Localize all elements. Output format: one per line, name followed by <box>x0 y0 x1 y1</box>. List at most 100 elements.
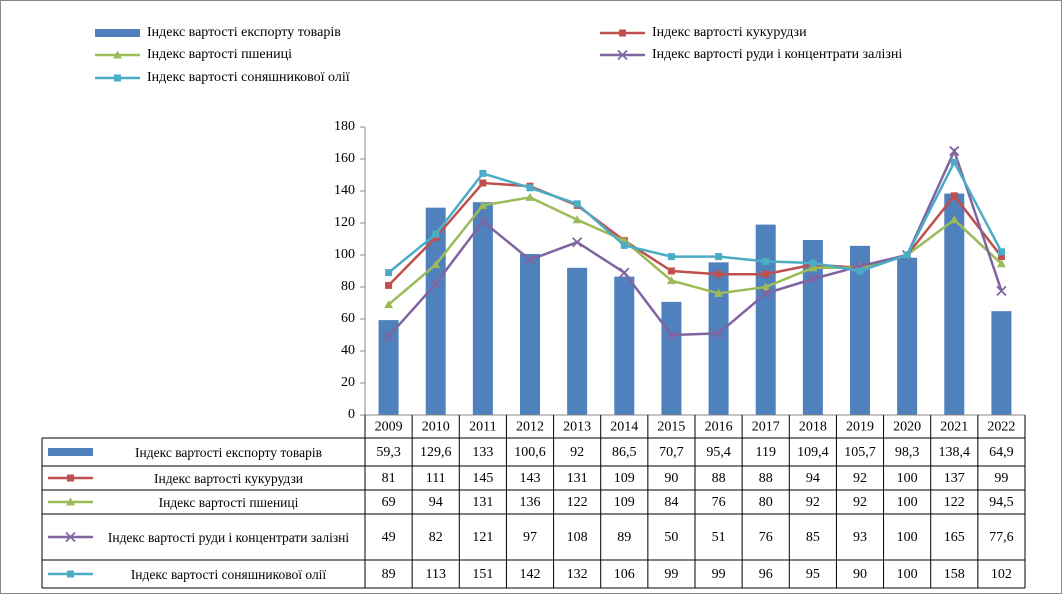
x-tick-label: 2013 <box>563 420 591 435</box>
marker <box>762 257 770 265</box>
row-label: Індекс вартості пшениці <box>159 495 299 510</box>
bar <box>614 276 635 415</box>
y-tick-label: 100 <box>334 247 355 262</box>
bar <box>802 239 823 415</box>
table-cell: 76 <box>712 495 726 510</box>
marker <box>714 288 724 297</box>
bar <box>567 267 588 415</box>
marker <box>713 328 724 339</box>
table-cell: 151 <box>472 567 493 582</box>
marker <box>807 273 818 285</box>
legend-marker <box>65 531 76 543</box>
y-tick-label: 60 <box>341 311 355 326</box>
legend-marker <box>67 474 74 482</box>
y-tick-label: 0 <box>348 407 355 422</box>
marker <box>715 270 723 278</box>
marker <box>856 267 864 275</box>
table-cell: 92 <box>853 495 867 510</box>
table-cell: 89 <box>617 530 631 545</box>
table-cell: 138,4 <box>939 445 971 460</box>
table-cell: 122 <box>567 495 588 510</box>
x-tick-label: 2022 <box>987 420 1015 435</box>
marker <box>431 260 441 269</box>
bar <box>378 320 399 415</box>
marker <box>760 288 771 299</box>
marker <box>383 331 394 342</box>
table-cell: 76 <box>759 530 773 545</box>
marker <box>385 281 393 289</box>
marker <box>385 269 393 277</box>
table-cell: 84 <box>664 495 678 510</box>
table-cell: 92 <box>570 445 584 460</box>
legend-marker <box>619 29 626 37</box>
table-cell: 113 <box>425 567 445 582</box>
marker <box>996 259 1006 268</box>
bar <box>661 301 682 415</box>
x-tick-label: 2010 <box>422 420 450 435</box>
marker <box>667 267 675 275</box>
bar <box>991 311 1012 415</box>
table-cell: 137 <box>944 471 965 486</box>
marker <box>477 216 488 227</box>
table-cell: 80 <box>759 495 773 510</box>
marker <box>903 251 911 259</box>
table-cell: 165 <box>944 530 965 545</box>
y-tick-label: 120 <box>334 215 355 230</box>
x-tick-label: 2009 <box>375 420 403 435</box>
table-cell: 93 <box>853 530 867 545</box>
legend-label: Індекс вартості кукурудзи <box>652 25 807 40</box>
marker <box>572 237 583 248</box>
table-cell: 129,6 <box>420 445 452 460</box>
table-cell: 59,3 <box>376 445 401 460</box>
table-cell: 143 <box>520 471 541 486</box>
y-tick-label: 160 <box>334 151 355 166</box>
table-cell: 121 <box>472 530 493 545</box>
marker <box>667 253 675 261</box>
table-cell: 131 <box>472 495 493 510</box>
x-tick-label: 2015 <box>657 420 685 435</box>
table-cell: 69 <box>382 495 396 510</box>
table-cell: 119 <box>755 445 775 460</box>
table-cell: 94,5 <box>989 495 1014 510</box>
marker <box>950 158 958 166</box>
x-tick-label: 2020 <box>893 420 921 435</box>
marker <box>526 184 534 192</box>
bar <box>944 193 965 415</box>
table-cell: 136 <box>520 495 541 510</box>
table-cell: 96 <box>759 567 773 582</box>
table-cell: 100 <box>897 530 918 545</box>
row-label-text: Індекс вартості експорту товарів <box>135 444 322 460</box>
table-cell: 92 <box>806 495 820 510</box>
table-cell: 109 <box>614 495 635 510</box>
legend-label: Індекс вартості експорту товарів <box>147 25 341 40</box>
legend-marker <box>113 50 122 59</box>
x-tick-label: 2011 <box>469 420 496 435</box>
marker <box>572 215 582 224</box>
table-cell: 85 <box>806 530 820 545</box>
x-tick-label: 2012 <box>516 420 544 435</box>
row-label-text: Індекс вартості руди і концентрати заліз… <box>107 529 350 545</box>
legend-marker <box>617 49 628 61</box>
table-cell: 92 <box>853 471 867 486</box>
table-cell: 94 <box>806 471 820 486</box>
marker <box>430 278 441 289</box>
marker <box>761 282 771 291</box>
table-cell: 100 <box>897 471 918 486</box>
table-cell: 95 <box>806 567 820 582</box>
marker <box>432 230 440 238</box>
marker <box>573 200 581 208</box>
marker <box>949 215 959 224</box>
table-cell: 86,5 <box>612 445 637 460</box>
marker <box>808 263 818 272</box>
table-cell: 64,9 <box>989 445 1014 460</box>
table-cell: 145 <box>472 471 493 486</box>
table-cell: 102 <box>991 567 1012 582</box>
marker <box>619 267 630 278</box>
x-tick-label: 2021 <box>940 420 968 435</box>
table-cell: 99 <box>664 567 678 582</box>
y-tick-label: 140 <box>334 183 355 198</box>
marker <box>762 270 770 278</box>
table-cell: 81 <box>382 471 396 486</box>
marker <box>809 259 817 267</box>
